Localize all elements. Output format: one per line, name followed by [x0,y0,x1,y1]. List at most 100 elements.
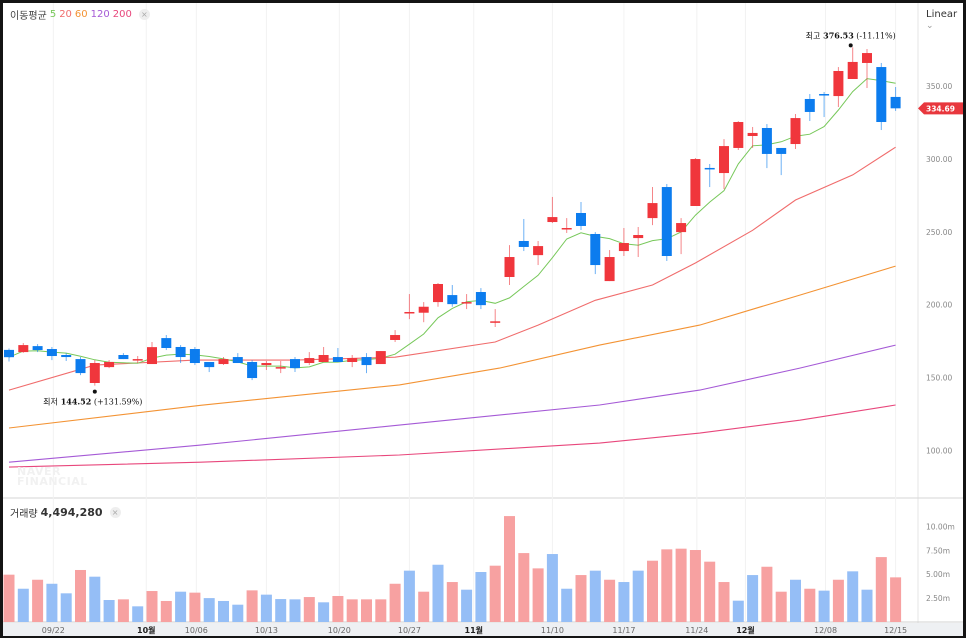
volume-bar [246,590,258,622]
candle-up [304,358,315,364]
candle-up [147,347,157,365]
candle-down [189,349,200,364]
volume-bar [361,599,372,622]
candle-up [347,358,358,362]
candle-up [676,223,687,233]
candle-up [561,228,572,230]
candle-up [490,321,501,323]
volume-bar [761,566,773,622]
volume-bar [160,600,172,622]
ma200-legend[interactable]: 200 [112,9,132,20]
volume-bar [675,548,687,622]
candle-up [747,132,758,137]
candle-up [833,70,844,97]
moving-average-legend: 이동평균 5 20 60 120 200 × [10,7,150,22]
candle-down [118,355,129,360]
candle-down [704,167,715,170]
candle-down [890,96,901,109]
candle-up [390,335,401,340]
x-tick-label: 12/08 [814,626,837,635]
volume-bar [203,598,215,622]
candle-down [819,94,830,96]
volume-bar [775,591,787,622]
candle-down [232,357,243,364]
volume-bar [747,575,759,622]
volume-bar [461,589,473,622]
candle-up [733,122,744,148]
volume-value: 4,494,280 [40,506,103,519]
volume-bar [346,599,358,622]
close-ma-legend-icon[interactable]: × [138,9,150,20]
ma20-legend[interactable]: 20 [59,9,72,20]
volume-bar [32,579,44,622]
candle-down [32,346,43,351]
candle-up [790,118,801,145]
candle-down [475,292,486,306]
close-volume-legend-icon[interactable]: × [109,507,121,518]
price-tick-label: 100.00 [926,447,952,456]
volume-bar [3,574,15,622]
candle-down [590,233,601,266]
candle-down [761,127,772,154]
volume-bar [332,595,344,622]
scale-mode-dropdown[interactable]: Linear ⌄ [926,9,966,31]
candle-down [161,338,172,349]
volume-bar [17,588,29,622]
volume-bar [618,582,630,622]
volume-bar [375,599,387,622]
candle-down [332,357,343,362]
candle-up [261,363,272,366]
volume-bar [532,568,544,622]
ma20-line [8,146,896,391]
high-change: (-11.11%) [854,31,896,40]
volume-bar [647,560,658,622]
candle-up [433,283,443,303]
x-tick-label: 10/27 [398,626,421,635]
volume-tick-label: 2.50m [926,594,950,603]
candle-up [418,306,429,313]
candle-down [46,349,57,357]
volume-bar [75,569,86,622]
candle-up [604,257,615,282]
volume-bar [117,599,129,622]
low-annotation: 최저 144.52 (+131.59%) [43,397,142,407]
volume-bar [732,600,744,622]
scale-mode-label: Linear [926,9,958,20]
candle-up [461,302,472,304]
ma120-legend[interactable]: 120 [90,9,110,20]
volume-bar [832,579,844,622]
volume-bar [146,591,158,622]
x-tick-label: 12월 [736,625,755,635]
volume-bar [218,600,229,622]
candle-down [876,67,887,123]
candle-down [4,349,14,358]
volume-bar [632,570,644,622]
low-change: (+131.59%) [91,398,142,407]
volume-bar [604,579,616,622]
candle-down [447,295,458,305]
ma5-legend[interactable]: 5 [49,9,57,20]
candle-up [375,351,386,365]
volume-bar [518,553,530,622]
naver-financial-watermark: NAVER FINANCIAL [17,465,88,488]
volume-bar [504,516,515,622]
low-marker [92,389,97,394]
volume-bar [704,561,716,622]
candle-up [104,361,115,368]
candle-up [318,355,329,362]
ma120-line [8,344,896,463]
last-price-tag [918,102,963,115]
candle-up [504,257,515,277]
volume-bar [289,599,301,622]
candle-up [533,246,544,256]
candle-down [361,357,372,366]
high-marker [848,43,853,48]
candle-down [175,346,186,358]
volume-bar [575,575,587,622]
ma60-line [8,265,896,429]
volume-legend: 거래량 4,494,280 × [10,505,121,520]
x-tick-label: 10/06 [185,626,208,635]
ma60-legend[interactable]: 60 [74,9,88,20]
